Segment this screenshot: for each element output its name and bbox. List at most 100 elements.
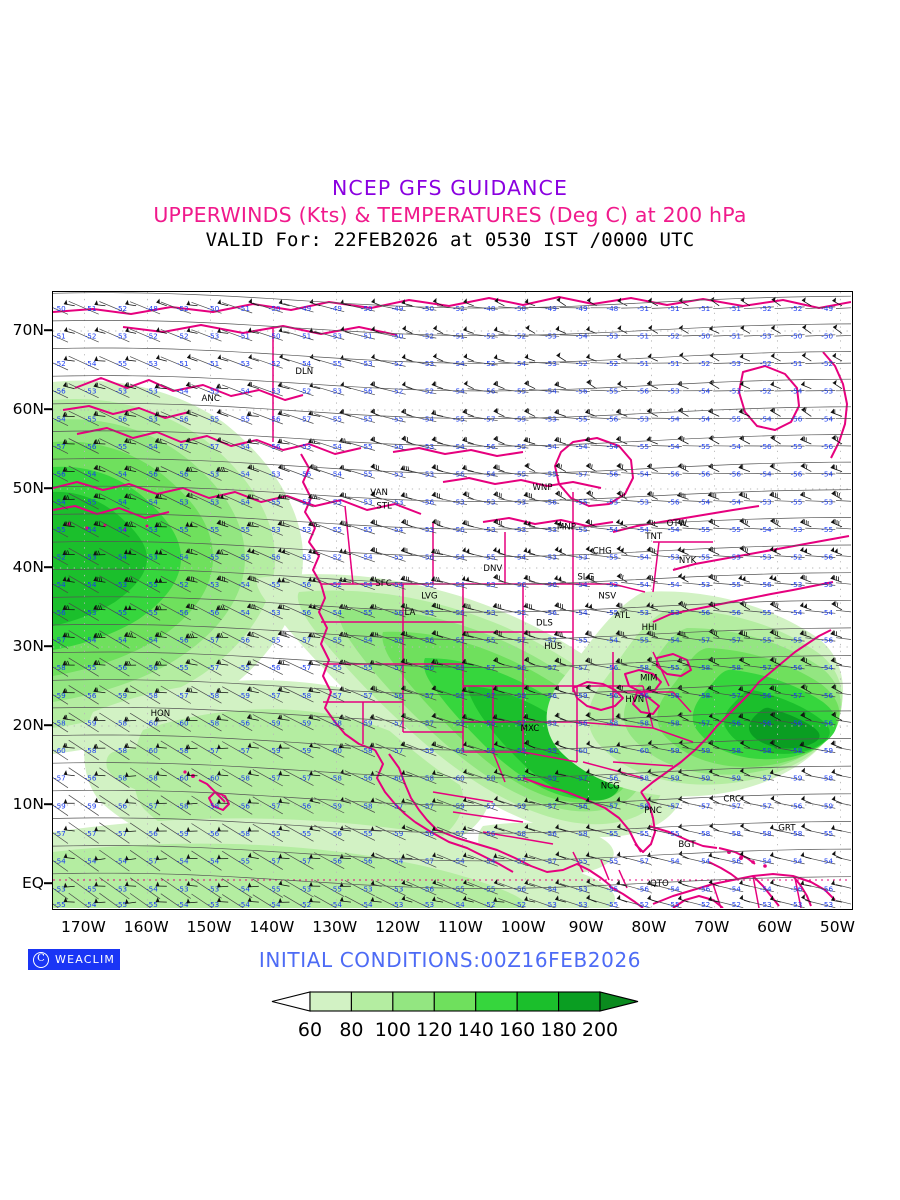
wind-streamline [375,715,406,729]
station-plot: -56 [400,491,437,506]
station-plot: -56 [831,433,851,447]
wind-streamline [99,493,130,510]
wind-streamline [835,747,851,751]
temperature-value: -55 [238,663,250,672]
temperature-value: -54 [821,663,833,672]
temperature-value: -59 [668,774,680,783]
station-plot: -57 [830,823,851,834]
streamline [53,402,851,419]
temperature-value: -55 [330,525,342,534]
colorbar-tick-180: 180 [540,1019,577,1041]
station-plot: -58 [769,823,805,838]
station-plot: -54 [93,492,130,510]
station-plot: -54 [62,465,99,482]
temperature-value: -56 [576,801,588,810]
station-plot: -51 [432,323,468,340]
temperature-value: -54 [330,900,342,908]
station-plot: -52 [53,359,69,371]
temperature-value: -53 [330,387,342,396]
temperature-value: -51 [668,359,680,368]
station-plot: -55 [307,631,345,647]
station-plot: -55 [215,658,253,676]
temperature-value: -50 [699,331,711,340]
temperature-value: -54 [607,636,619,645]
temperature-value: -58 [637,663,649,672]
station-plot: -56 [615,683,652,700]
temperature-value: -52 [422,387,434,396]
station-plot: -56 [369,684,406,702]
city-marker-wnp: WNP [532,483,552,493]
temperature-value: -53 [300,497,312,506]
wind-streamline [835,829,851,834]
wind-streamline [99,438,130,454]
wind-streamline [68,892,90,908]
temperature-value: -55 [729,525,741,534]
wind-streamline [314,742,345,758]
temperature-value: -53 [269,387,281,396]
station-plot: -60 [308,741,345,758]
wind-streamline [129,822,161,844]
temperature-value: -53 [392,884,404,893]
temperature-value: -53 [422,470,434,479]
station-plot: -59 [215,686,253,704]
longitude-tick-60W: 60W [757,918,793,936]
temperature-value: -54 [392,580,404,589]
station-plot: -54 [554,601,590,617]
station-plot: -58 [677,822,713,838]
wind-streamline [344,468,376,479]
temperature-value: -53 [422,442,434,451]
station-plot: -53 [246,380,283,397]
wind-barb [186,299,199,307]
station-plot: -57 [523,628,560,645]
temperature-value: -56 [607,663,619,672]
station-plot: -54 [830,517,851,530]
longitude-tick-70W: 70W [694,918,730,936]
temperature-value: -58 [699,663,711,672]
station-plot: -57 [154,685,191,704]
wind-barb [831,599,845,611]
station-plot: -56 [553,380,590,396]
map-plot-area[interactable]: -50 -51 -52 -48 -52 -50 -51 -50 -49 -49 -50 -49 -50-… [52,291,853,910]
wind-streamline [682,362,713,364]
station-plot: -55 [586,377,621,396]
temperature-value: -54 [115,553,127,562]
temperature-value: -54 [637,553,649,562]
temperature-value: -54 [85,857,97,866]
station-plot: -50 [247,326,283,341]
temperature-value: -55 [330,884,342,893]
temperature-value: -54 [238,497,250,506]
temperature-value: -58 [177,801,189,810]
temperature-value: -58 [54,718,66,727]
temperature-value: -54 [791,608,803,617]
station-plot: -48 [124,299,161,315]
wind-streamline [160,768,191,788]
wind-barb [770,351,784,362]
wind-streamline [222,796,253,815]
wind-streamline [774,747,805,753]
temperature-value: -53 [760,331,772,340]
station-plot: -56 [92,410,130,426]
streamline [53,375,851,392]
wind-streamline [191,411,222,426]
wind-streamline [835,664,851,668]
wind-streamline [314,468,345,480]
station-plot: -53 [739,323,774,340]
city-marker-hus: HUS [544,642,562,652]
station-plot: -52 [830,545,851,557]
station-plot: -55 [62,493,99,510]
weather-map-canvas: -50 -51 -52 -48 -52 -50 -51 -50 -49 -49 -50 -49 -50-… [53,292,851,908]
city-label: MNP [557,523,576,533]
temperature-value: -54 [330,470,342,479]
wind-barb [616,893,630,903]
station-plot: -56 [431,517,468,534]
weaclim-watermark: C WEACLIM [28,949,120,970]
wind-streamline [682,774,713,781]
wind-barb [525,323,538,334]
station-plot: -53 [400,601,437,617]
temperature-value: -58 [699,691,711,700]
station-plot: -55 [123,603,161,621]
wind-streamline [529,498,560,504]
city-marker-qto: QTO [650,879,669,889]
station-plot: -53 [277,437,314,452]
temperature-value: -53 [208,470,220,479]
